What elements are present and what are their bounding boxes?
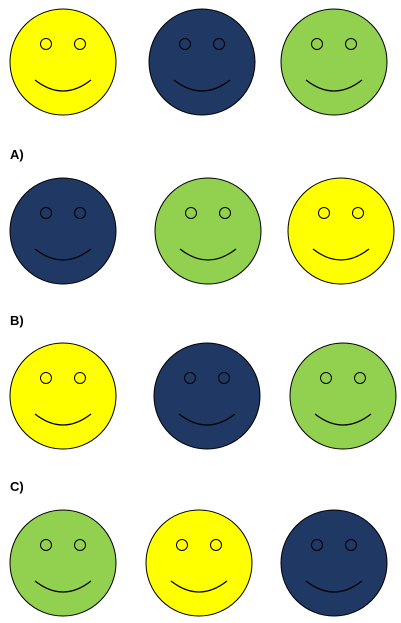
- face-circle: [153, 342, 261, 450]
- smile-mouth: [34, 79, 92, 92]
- right-eye: [219, 207, 231, 219]
- left-eye: [311, 539, 323, 551]
- option-c-smiley-face-1-green: [9, 509, 117, 617]
- left-eye: [311, 38, 323, 50]
- face-circle: [154, 177, 262, 285]
- smile-mouth: [173, 79, 231, 92]
- option-a-smiley-face-1-navy: [9, 177, 117, 285]
- right-eye: [74, 38, 86, 50]
- option-a-smiley-face-3-yellow: [287, 177, 395, 285]
- question-smiley-face-3-green: [280, 8, 388, 116]
- left-eye: [40, 372, 52, 384]
- left-eye: [320, 372, 332, 384]
- face-circle: [287, 177, 395, 285]
- right-eye: [213, 38, 225, 50]
- right-eye: [345, 539, 357, 551]
- face-circle: [9, 177, 117, 285]
- option-b-smiley-face-2-navy: [153, 342, 261, 450]
- smile-mouth: [305, 580, 363, 593]
- option-label-c: C): [10, 479, 24, 494]
- right-eye: [354, 372, 366, 384]
- option-c-smiley-face-3-navy: [280, 509, 388, 617]
- right-eye: [218, 372, 230, 384]
- left-eye: [179, 38, 191, 50]
- smile-mouth: [312, 248, 370, 261]
- left-eye: [318, 207, 330, 219]
- right-eye: [74, 207, 86, 219]
- option-b-smiley-face-1-yellow: [9, 342, 117, 450]
- left-eye: [184, 372, 196, 384]
- option-c-smiley-face-2-yellow: [145, 509, 253, 617]
- option-label-b: B): [10, 313, 24, 328]
- smile-mouth: [314, 413, 372, 426]
- left-eye: [40, 38, 52, 50]
- left-eye: [176, 539, 188, 551]
- left-eye: [185, 207, 197, 219]
- option-b-smiley-face-3-green: [289, 342, 397, 450]
- question-smiley-face-2-navy: [148, 8, 256, 116]
- left-eye: [40, 207, 52, 219]
- left-eye: [40, 539, 52, 551]
- option-a-smiley-face-2-green: [154, 177, 262, 285]
- right-eye: [210, 539, 222, 551]
- smile-mouth: [170, 580, 228, 593]
- face-circle: [9, 8, 117, 116]
- option-label-a: A): [10, 147, 24, 162]
- question-smiley-face-1-yellow: [9, 8, 117, 116]
- right-eye: [74, 539, 86, 551]
- face-circle: [280, 8, 388, 116]
- right-eye: [352, 207, 364, 219]
- face-circle: [145, 509, 253, 617]
- right-eye: [74, 372, 86, 384]
- smile-mouth: [178, 413, 236, 426]
- smile-mouth: [34, 413, 92, 426]
- face-circle: [9, 342, 117, 450]
- face-circle: [289, 342, 397, 450]
- smile-mouth: [34, 248, 92, 261]
- smile-mouth: [34, 580, 92, 593]
- right-eye: [345, 38, 357, 50]
- face-circle: [9, 509, 117, 617]
- smile-mouth: [305, 79, 363, 92]
- face-circle: [148, 8, 256, 116]
- face-circle: [280, 509, 388, 617]
- smile-mouth: [179, 248, 237, 261]
